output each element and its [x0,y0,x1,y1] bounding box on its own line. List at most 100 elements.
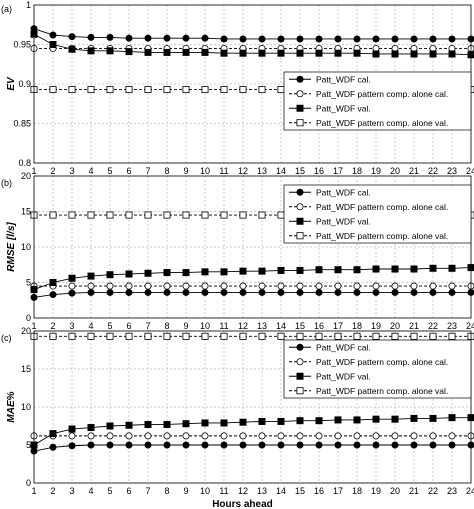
data-point [49,41,57,49]
data-point [277,49,285,57]
x-tick-label: 20 [390,486,400,496]
legend-entry-label: Patt_WDF val. [316,371,371,381]
data-point [353,416,361,424]
y-tick-label: 20 [21,326,31,336]
data-point [201,288,209,296]
y-tick-label: 20 [21,171,31,181]
x-tick-label: 21 [409,321,419,331]
data-point [315,432,323,440]
legend-entry-label: Patt_WDF pattern comp. alone cal. [316,202,448,212]
data-point [429,441,437,449]
x-tick-label: 4 [88,486,93,496]
x-tick-label: 2 [50,166,55,176]
y-tick-label: 10 [21,242,31,252]
x-tick-label: 17 [333,486,343,496]
data-point [429,288,437,296]
data-point [277,417,285,425]
data-point [391,50,399,58]
data-point [49,430,57,438]
data-point [334,432,342,440]
data-point [277,288,285,296]
x-tick-label: 16 [314,166,324,176]
x-tick-label: 18 [352,166,362,176]
x-tick-label: 22 [428,321,438,331]
data-point [87,272,95,280]
data-point [163,86,171,94]
legend-marker [296,358,304,366]
x-axis-label: Hours ahead [212,499,273,509]
data-point [296,282,304,290]
data-point [220,441,228,449]
data-point [239,288,247,296]
x-tick-label: 10 [200,321,210,331]
data-point [258,441,266,449]
data-point [49,86,57,94]
data-point [49,211,57,219]
data-point [201,86,209,94]
data-point [391,415,399,423]
data-point [429,332,437,340]
y-tick-label: 5 [26,278,31,288]
data-point [68,289,76,297]
legend-entry-label: Patt_WDF pattern comp. alone cal. [316,89,448,99]
legend-marker [296,104,304,112]
data-point [201,432,209,440]
data-point [87,282,95,290]
x-tick-label: 9 [183,321,188,331]
data-point [68,45,76,53]
data-point [220,419,228,427]
data-point [296,288,304,296]
data-point [163,282,171,290]
data-point [277,266,285,274]
data-point [182,282,190,290]
y-tick-label: 15 [21,207,31,217]
data-point [391,35,399,43]
data-point [182,441,190,449]
data-point [68,33,76,41]
axes-frame [33,330,472,484]
data-point [182,432,190,440]
x-tick-label: 1 [31,321,36,331]
data-point [277,282,285,290]
x-tick-label: 24 [466,166,474,176]
data-point [239,35,247,43]
x-tick-label: 11 [219,321,228,331]
legend-marker [296,387,304,395]
data-point [239,211,247,219]
data-point [258,282,266,290]
x-tick-label: 15 [295,321,305,331]
x-tick-label: 5 [107,321,112,331]
data-point [334,288,342,296]
x-tick-label: 8 [164,486,169,496]
data-point [448,264,456,272]
legend-marker [296,188,304,196]
data-point [87,432,95,440]
data-point [372,265,380,273]
series-3 [30,414,474,449]
legend-box [283,184,472,244]
panel-label: (c) [1,333,12,343]
legend-entry-label: Patt_WDF val. [316,216,371,226]
y-tick-label: 0.8 [18,158,31,168]
data-point [372,441,380,449]
data-point [106,441,114,449]
x-tick-label: 19 [371,321,381,331]
data-point [68,442,76,450]
data-point [182,86,190,94]
data-point [144,34,152,42]
x-tick-label: 7 [145,321,150,331]
data-point [125,421,133,429]
x-tick-label: 24 [466,321,474,331]
data-point [315,332,323,340]
data-point [258,332,266,340]
data-point [106,33,114,41]
data-point [258,432,266,440]
data-point [315,441,323,449]
data-point [410,414,418,422]
data-point [49,31,57,39]
x-tick-label: 13 [257,166,267,176]
data-point [239,282,247,290]
data-point [391,265,399,273]
data-point [220,268,228,276]
data-point [68,425,76,433]
